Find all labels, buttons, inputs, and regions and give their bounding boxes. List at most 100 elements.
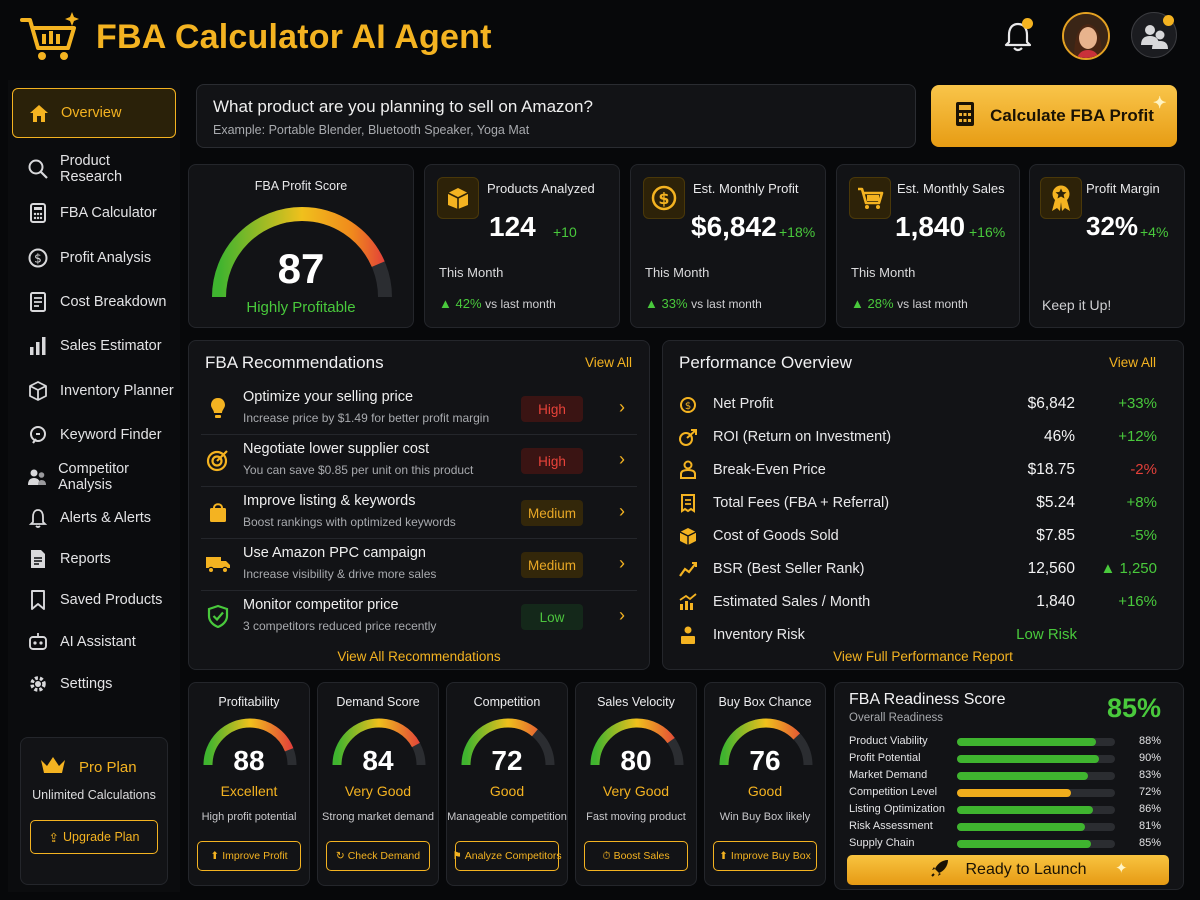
readiness-label: Competition Level	[849, 786, 938, 798]
score-value: 72	[491, 745, 523, 776]
analyze-competitors-button[interactable]: ⚑ Analyze Competitors	[452, 841, 562, 871]
score-title: Demand Score	[336, 695, 420, 709]
score-title: Sales Velocity	[597, 695, 675, 709]
view-full-performance-link[interactable]: View Full Performance Report	[833, 649, 1013, 664]
rocket-icon	[930, 858, 950, 883]
sidebar-item-label: Keyword Finder	[60, 427, 162, 443]
chevron-right-icon[interactable]: ›	[619, 501, 625, 521]
profit-score-gauge	[212, 207, 392, 298]
stat-value: $6,842	[691, 211, 777, 242]
robot-icon	[26, 630, 50, 654]
chevron-right-icon[interactable]: ›	[619, 449, 625, 469]
recommendation-title: Monitor competitor price	[243, 597, 399, 613]
performance-view-all-link[interactable]: View All	[1109, 355, 1157, 370]
calculate-label: Calculate FBA Profit	[990, 106, 1154, 125]
performance-value: $6,842	[1027, 394, 1075, 412]
inventory-person-icon	[677, 624, 699, 646]
readiness-panel: FBA Readiness Score Overall Readiness 85…	[834, 682, 1184, 890]
score-card-demand: Demand Score 84 Very Good Strong market …	[317, 682, 439, 886]
calculate-fba-profit-button[interactable]: Calculate FBA Profit ✦	[931, 85, 1177, 147]
performance-title: Performance Overview	[679, 353, 852, 372]
lightbulb-icon	[205, 395, 231, 421]
stat-trend: ▲ 33% vs last month	[645, 296, 762, 311]
sidebar-item-settings[interactable]: Settings	[12, 664, 176, 704]
sidebar-item-product-research[interactable]: Product Research	[12, 149, 176, 189]
recommendation-subtitle: Boost rankings with optimized keywords	[243, 515, 456, 529]
stat-trend: ▲ 42% vs last month	[439, 296, 556, 311]
performance-change: +8%	[1126, 494, 1157, 511]
recommendation-item[interactable]: Improve listing & keywords Boost ranking…	[201, 487, 637, 539]
sidebar-item-competitor-analysis[interactable]: Competitor Analysis	[12, 457, 176, 497]
profit-score-label: Highly Profitable	[246, 299, 356, 316]
chevron-right-icon[interactable]: ›	[619, 397, 625, 417]
chevron-right-icon[interactable]: ›	[619, 605, 625, 625]
score-title: Competition	[473, 695, 541, 709]
sidebar-item-ai-assistant[interactable]: AI Assistant	[12, 622, 176, 662]
sidebar-item-reports[interactable]: Reports	[12, 539, 176, 579]
sidebar-item-saved-products[interactable]: Saved Products	[12, 580, 176, 620]
profit-score-value: 87	[277, 245, 325, 292]
sidebar-item-overview[interactable]: Overview	[12, 88, 176, 138]
action-label: Analyze Competitors	[464, 850, 562, 862]
product-search-input[interactable]: What product are you planning to sell on…	[196, 84, 916, 148]
sidebar-item-label: Profit Analysis	[60, 250, 152, 266]
sparkle-icon: ✦	[1115, 860, 1128, 877]
stat-delta: +18%	[779, 224, 816, 240]
stat-value: 32%	[1086, 211, 1139, 241]
readiness-label: Supply Chain	[849, 837, 915, 849]
performance-change: +33%	[1118, 395, 1157, 412]
user-avatar[interactable]	[1062, 12, 1110, 60]
chevron-right-icon[interactable]: ›	[619, 553, 625, 573]
improve-buy-box-button[interactable]: ⬆ Improve Buy Box	[713, 841, 817, 871]
recommendation-item[interactable]: Use Amazon PPC campaign Increase visibil…	[201, 539, 637, 591]
action-label: Improve Profit	[222, 850, 288, 862]
sidebar-item-alerts[interactable]: Alerts & Alerts	[12, 498, 176, 538]
sidebar-item-label: Competitor Analysis	[58, 461, 129, 493]
sidebar-item-keyword-finder[interactable]: Keyword Finder	[12, 415, 176, 455]
improve-profit-button[interactable]: ⬆ Improve Profit	[197, 841, 301, 871]
team-dot	[1163, 15, 1174, 26]
priority-badge: Medium	[521, 500, 583, 526]
score-gauge	[332, 718, 426, 766]
view-all-recommendations-link[interactable]: View All Recommendations	[337, 649, 501, 664]
recommendation-subtitle: You can save $0.85 per unit on this prod…	[243, 463, 474, 477]
action-icon: ⚑	[452, 850, 462, 862]
performance-row: Inventory Risk Low Risk	[677, 618, 1165, 651]
bar-chart-icon	[26, 334, 50, 358]
score-rating: Very Good	[344, 783, 412, 799]
trend-value: 33%	[661, 296, 688, 311]
readiness-bar-fill	[957, 772, 1089, 780]
sidebar-item-profit-analysis[interactable]: $ Profit Analysis	[12, 238, 176, 278]
readiness-bar	[957, 738, 1115, 746]
performance-label: Net Profit	[713, 395, 774, 412]
score-value: 76	[749, 745, 781, 776]
crown-icon	[39, 754, 67, 781]
notification-bell-icon[interactable]	[998, 16, 1038, 56]
score-gauge	[203, 718, 297, 766]
readiness-row: Profit Potential 90%	[849, 750, 1167, 766]
plan-name: Pro Plan	[79, 759, 137, 776]
recommendations-view-all-link[interactable]: View All	[585, 355, 633, 370]
upgrade-plan-button[interactable]: ⇪ Upgrade Plan	[30, 820, 158, 854]
sidebar-item-cost-breakdown[interactable]: Cost Breakdown	[12, 282, 176, 322]
performance-value: $5.24	[1036, 493, 1075, 511]
delivery-truck-icon	[205, 551, 231, 577]
recommendation-item[interactable]: Negotiate lower supplier cost You can sa…	[201, 435, 637, 487]
sidebar-item-sales-estimator[interactable]: Sales Estimator	[12, 326, 176, 366]
recommendation-item[interactable]: Optimize your selling price Increase pri…	[201, 383, 637, 435]
team-switch-icon[interactable]	[1131, 12, 1177, 58]
check-demand-button[interactable]: ↻ Check Demand	[326, 841, 430, 871]
score-title: Buy Box Chance	[718, 695, 812, 709]
stat-period: This Month	[645, 265, 710, 280]
ready-to-launch-button[interactable]: Ready to Launch ✦	[847, 855, 1169, 885]
boost-sales-button[interactable]: ⏱ Boost Sales	[584, 841, 688, 871]
sidebar-item-inventory-planner[interactable]: Inventory Planner	[12, 371, 176, 411]
svg-text:$: $	[658, 189, 669, 208]
sidebar-item-fba-calculator[interactable]: FBA Calculator	[12, 193, 176, 233]
stat-title: Est. Monthly Sales	[897, 181, 1005, 196]
shopping-cart-icon	[849, 177, 891, 219]
trend-text: vs last month	[485, 297, 556, 311]
performance-change: -5%	[1130, 527, 1157, 544]
readiness-bar	[957, 840, 1115, 848]
recommendation-item[interactable]: Monitor competitor price 3 competitors r…	[201, 591, 637, 643]
